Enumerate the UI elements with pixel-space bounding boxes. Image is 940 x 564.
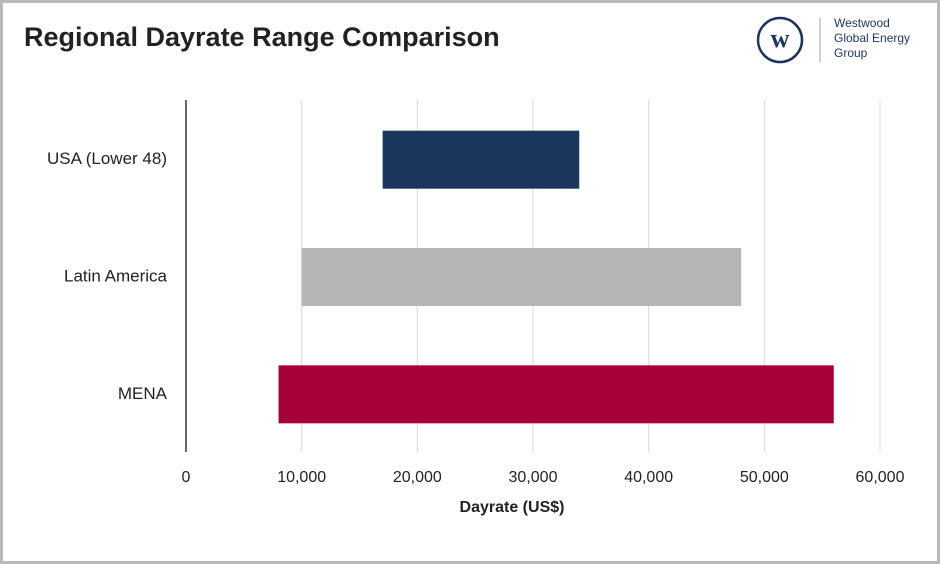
y-tick-label: USA (Lower 48) — [47, 149, 167, 168]
logo-mark: w — [771, 24, 790, 53]
chart-title: Regional Dayrate Range Comparison — [24, 22, 500, 52]
x-tick-label: 50,000 — [740, 469, 789, 486]
logo-circle — [756, 16, 804, 64]
x-tick-label: 40,000 — [624, 469, 673, 486]
x-tick-label: 30,000 — [509, 469, 558, 486]
y-tick-label: Latin America — [64, 266, 168, 285]
bar — [301, 248, 742, 306]
bar — [278, 365, 834, 424]
logo-text: Group — [834, 46, 868, 60]
x-tick-label: 20,000 — [393, 469, 442, 486]
x-tick-label: 0 — [182, 469, 191, 486]
bar — [382, 130, 580, 189]
x-axis-title: Dayrate (US$) — [460, 499, 565, 516]
y-tick-label: MENA — [118, 384, 168, 403]
x-tick-label: 10,000 — [277, 469, 326, 486]
logo-text: Westwood — [834, 16, 890, 30]
logo-text: Global Energy — [834, 31, 910, 45]
x-tick-label: 60,000 — [856, 469, 905, 486]
